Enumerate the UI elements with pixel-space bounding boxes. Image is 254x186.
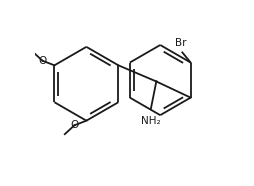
- Text: O: O: [38, 56, 46, 66]
- Text: O: O: [70, 120, 78, 130]
- Text: NH₂: NH₂: [141, 116, 161, 126]
- Text: Br: Br: [175, 38, 186, 48]
